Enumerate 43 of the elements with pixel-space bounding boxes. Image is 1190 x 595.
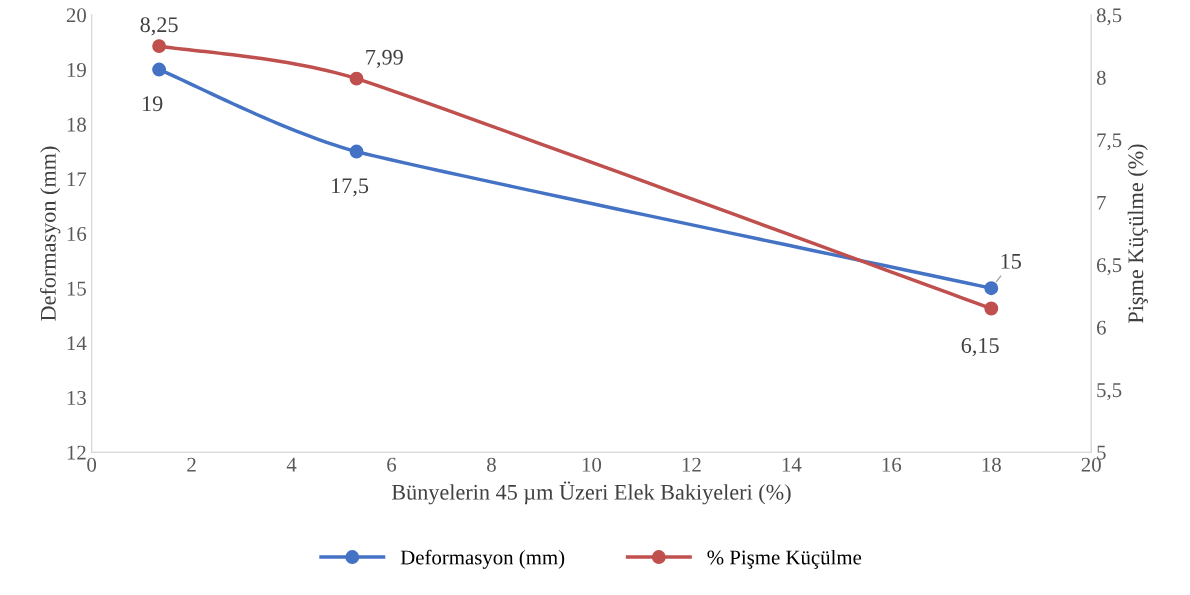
- data-label: 17,5: [332, 178, 369, 197]
- data-label: 15: [1001, 253, 1021, 269]
- y-tick-label: 18: [67, 117, 86, 132]
- data-label: 19: [143, 96, 163, 112]
- y-axis-title: Deformasyon (mm): [39, 146, 61, 321]
- y2-tick-label: 5,5: [1097, 383, 1122, 401]
- y2-tick-label: 8,5: [1096, 8, 1122, 26]
- x-tick-label: 18: [982, 457, 1001, 472]
- y2-tick-label: 8: [1096, 70, 1106, 85]
- legend-label: % Pişme Küçülme: [707, 549, 862, 569]
- point: [152, 62, 167, 77]
- y2-tick-label: 6: [1096, 320, 1106, 335]
- x-tick-label: 0: [87, 457, 97, 472]
- y2-tick-label: 7: [1097, 195, 1106, 210]
- point: [349, 144, 364, 159]
- y-tick-label: 19: [67, 62, 86, 77]
- x-tick-label: 2: [187, 457, 196, 472]
- x-tick-label: 4: [286, 457, 297, 472]
- point: [984, 281, 999, 296]
- legend-label: Deformasyon (mm): [400, 549, 565, 569]
- y-tick-label: 14: [67, 336, 87, 351]
- point: [349, 71, 364, 86]
- x-tick-label: 8: [487, 457, 496, 472]
- y2-axis-title: Pişme Küçülme (%): [1127, 144, 1148, 323]
- point: [152, 39, 167, 54]
- y-tick-label: 13: [67, 390, 86, 405]
- y2-tick-label: 7,5: [1097, 133, 1122, 151]
- x-tick-label: 16: [882, 457, 902, 472]
- y-tick-label: 16: [67, 226, 87, 241]
- y2-tick-label: 6,5: [1096, 258, 1122, 276]
- x-axis-title: Bünyelerin 45 µm Üzeri Elek Bakiyeleri (%): [391, 481, 791, 505]
- data-label: 6,15: [961, 338, 999, 357]
- point: [984, 301, 999, 316]
- x-tick-label: 12: [682, 457, 701, 472]
- x-tick-label: 10: [582, 457, 602, 472]
- x-tick-label: 6: [387, 457, 397, 472]
- y-tick-label: 17: [67, 172, 87, 187]
- y-tick-label: 15: [67, 281, 86, 296]
- data-label: 8,25: [140, 17, 178, 36]
- y-tick-label: 12: [67, 445, 86, 460]
- y-tick-label: 20: [66, 8, 86, 23]
- data-label: 7,99: [366, 49, 403, 68]
- x-tick-label: 14: [782, 457, 802, 472]
